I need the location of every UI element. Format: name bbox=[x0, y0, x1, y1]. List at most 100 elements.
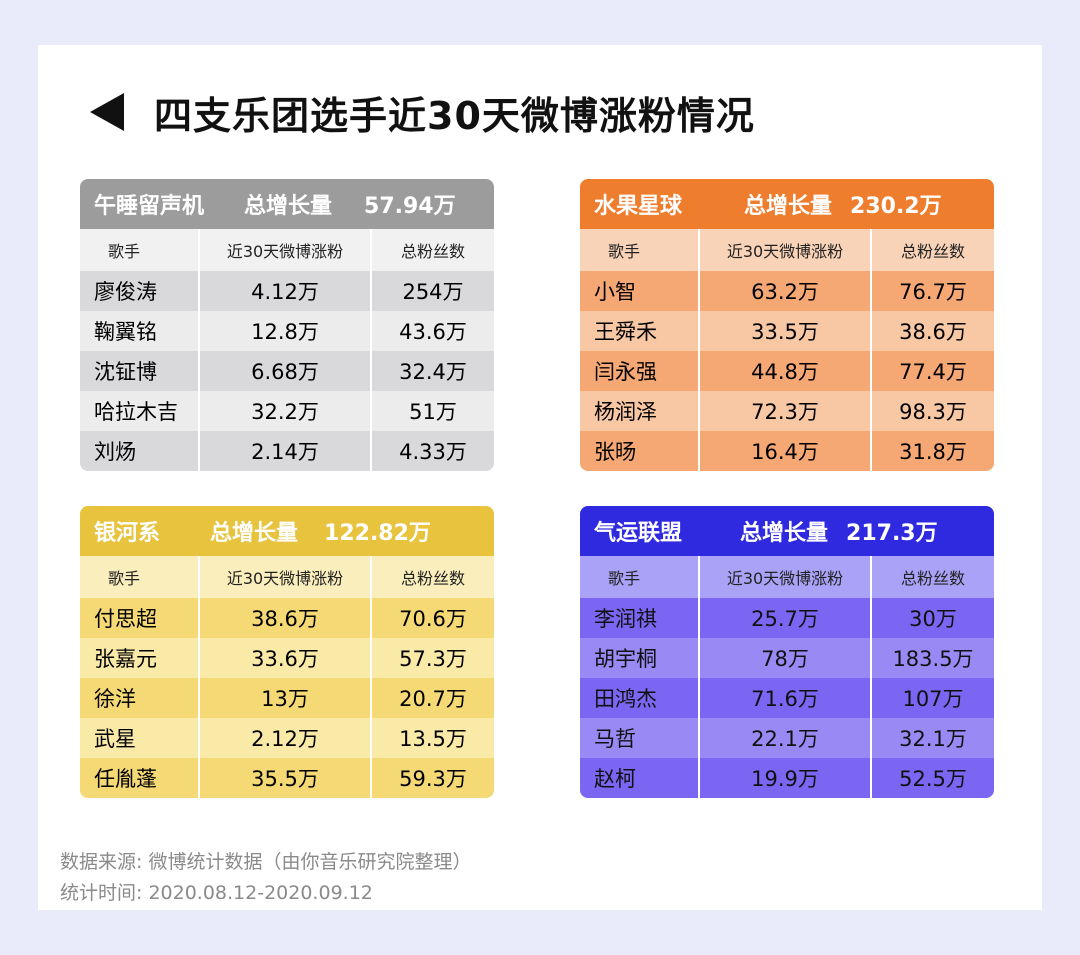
singer-name: 武星 bbox=[94, 727, 136, 751]
col-total-fans: 总粉丝数 bbox=[370, 556, 494, 598]
footer-source: 数据来源: 微博统计数据（由你音乐研究院整理） bbox=[60, 851, 472, 873]
singer-name: 闫永强 bbox=[594, 360, 657, 384]
band-table-shuiguo: 水果星球 总增长量 230.2万 歌手 近30天微博涨粉 总粉丝数 小智 63.2… bbox=[580, 179, 994, 471]
singer-name: 沈钲博 bbox=[94, 360, 157, 384]
band-table-yinhexi: 银河系 总增长量 122.82万 歌手 近30天微博涨粉 总粉丝数 付思超 38.… bbox=[80, 506, 494, 798]
total-value: 57.94万 bbox=[364, 194, 456, 219]
growth-value: 6.68万 bbox=[198, 351, 370, 391]
singer-name: 胡宇桐 bbox=[594, 647, 657, 671]
singer-name: 李润祺 bbox=[594, 607, 657, 631]
fans-value: 76.7万 bbox=[870, 271, 994, 311]
total-label: 总增长量 bbox=[740, 521, 829, 546]
fans-value: 13.5万 bbox=[370, 718, 494, 758]
col-singer: 歌手 bbox=[608, 242, 641, 261]
band-table-wushui: 午睡留声机 总增长量 57.94万 歌手 近30天微博涨粉 总粉丝数 廖俊涛 4.… bbox=[80, 179, 494, 471]
singer-name: 任胤蓬 bbox=[94, 767, 157, 791]
col-total-fans: 总粉丝数 bbox=[870, 556, 994, 598]
col-singer: 歌手 bbox=[108, 242, 141, 261]
table-row: 鞠翼铭 12.8万 43.6万 bbox=[80, 311, 494, 351]
growth-value: 12.8万 bbox=[198, 311, 370, 351]
column-header-row: 歌手 近30天微博涨粉 总粉丝数 bbox=[580, 556, 994, 598]
growth-value: 78万 bbox=[698, 638, 870, 678]
singer-name: 杨润泽 bbox=[594, 400, 657, 424]
band-header: 银河系 总增长量 122.82万 bbox=[80, 506, 494, 556]
fans-value: 57.3万 bbox=[370, 638, 494, 678]
table-row: 沈钲博 6.68万 32.4万 bbox=[80, 351, 494, 391]
fans-value: 31.8万 bbox=[870, 431, 994, 471]
singer-name: 田鸿杰 bbox=[594, 687, 657, 711]
singer-name: 马哲 bbox=[594, 727, 636, 751]
fans-value: 59.3万 bbox=[370, 758, 494, 798]
table-row: 哈拉木吉 32.2万 51万 bbox=[80, 391, 494, 431]
growth-value: 16.4万 bbox=[698, 431, 870, 471]
growth-value: 2.12万 bbox=[198, 718, 370, 758]
col-growth: 近30天微博涨粉 bbox=[198, 556, 370, 598]
total-value: 230.2万 bbox=[850, 194, 942, 219]
page-title-block: 四支乐团选手近30天微博涨粉情况 bbox=[90, 84, 755, 140]
column-header-row: 歌手 近30天微博涨粉 总粉丝数 bbox=[80, 556, 494, 598]
table-row: 徐洋 13万 20.7万 bbox=[80, 678, 494, 718]
page-title: 四支乐团选手近30天微博涨粉情况 bbox=[154, 93, 755, 138]
growth-value: 35.5万 bbox=[198, 758, 370, 798]
singer-name: 刘炀 bbox=[94, 440, 136, 464]
table-row: 杨润泽 72.3万 98.3万 bbox=[580, 391, 994, 431]
fans-value: 98.3万 bbox=[870, 391, 994, 431]
growth-value: 63.2万 bbox=[698, 271, 870, 311]
fans-value: 38.6万 bbox=[870, 311, 994, 351]
table-row: 马哲 22.1万 32.1万 bbox=[580, 718, 994, 758]
growth-value: 25.7万 bbox=[698, 598, 870, 638]
growth-value: 72.3万 bbox=[698, 391, 870, 431]
singer-name: 徐洋 bbox=[94, 687, 136, 711]
fans-value: 4.33万 bbox=[370, 431, 494, 471]
table-row: 赵柯 19.9万 52.5万 bbox=[580, 758, 994, 798]
col-singer: 歌手 bbox=[108, 569, 141, 588]
table-row: 付思超 38.6万 70.6万 bbox=[80, 598, 494, 638]
growth-value: 4.12万 bbox=[198, 271, 370, 311]
table-row: 田鸿杰 71.6万 107万 bbox=[580, 678, 994, 718]
table-row: 廖俊涛 4.12万 254万 bbox=[80, 271, 494, 311]
singer-name: 张嘉元 bbox=[94, 647, 157, 671]
table-row: 小智 63.2万 76.7万 bbox=[580, 271, 994, 311]
footer-period: 统计时间: 2020.08.12-2020.09.12 bbox=[60, 882, 373, 904]
fans-value: 70.6万 bbox=[370, 598, 494, 638]
growth-value: 33.5万 bbox=[698, 311, 870, 351]
table-row: 胡宇桐 78万 183.5万 bbox=[580, 638, 994, 678]
band-header: 午睡留声机 总增长量 57.94万 bbox=[80, 179, 494, 229]
growth-value: 13万 bbox=[198, 678, 370, 718]
fans-value: 254万 bbox=[370, 271, 494, 311]
table-row: 任胤蓬 35.5万 59.3万 bbox=[80, 758, 494, 798]
table-row: 闫永强 44.8万 77.4万 bbox=[580, 351, 994, 391]
growth-value: 2.14万 bbox=[198, 431, 370, 471]
table-row: 张旸 16.4万 31.8万 bbox=[580, 431, 994, 471]
fans-value: 32.4万 bbox=[370, 351, 494, 391]
total-label: 总增长量 bbox=[210, 521, 299, 546]
singer-name: 赵柯 bbox=[594, 767, 636, 791]
col-growth: 近30天微博涨粉 bbox=[198, 229, 370, 271]
col-singer: 歌手 bbox=[608, 569, 641, 588]
singer-name: 张旸 bbox=[594, 440, 636, 464]
band-name: 银河系 bbox=[94, 521, 161, 546]
fans-value: 20.7万 bbox=[370, 678, 494, 718]
fans-value: 77.4万 bbox=[870, 351, 994, 391]
singer-name: 小智 bbox=[594, 280, 636, 304]
col-total-fans: 总粉丝数 bbox=[870, 229, 994, 271]
growth-value: 32.2万 bbox=[198, 391, 370, 431]
band-name: 水果星球 bbox=[594, 194, 683, 219]
growth-value: 38.6万 bbox=[198, 598, 370, 638]
column-header-row: 歌手 近30天微博涨粉 总粉丝数 bbox=[580, 229, 994, 271]
fans-value: 107万 bbox=[870, 678, 994, 718]
band-header: 水果星球 总增长量 230.2万 bbox=[580, 179, 994, 229]
total-value: 217.3万 bbox=[846, 521, 938, 546]
band-header: 气运联盟 总增长量 217.3万 bbox=[580, 506, 994, 556]
fans-value: 30万 bbox=[870, 598, 994, 638]
singer-name: 王舜禾 bbox=[594, 320, 657, 344]
singer-name: 鞠翼铭 bbox=[94, 320, 157, 344]
band-table-qiyun: 气运联盟 总增长量 217.3万 歌手 近30天微博涨粉 总粉丝数 李润祺 25.… bbox=[580, 506, 994, 798]
table-row: 武星 2.12万 13.5万 bbox=[80, 718, 494, 758]
growth-value: 33.6万 bbox=[198, 638, 370, 678]
table-row: 刘炀 2.14万 4.33万 bbox=[80, 431, 494, 471]
table-row: 王舜禾 33.5万 38.6万 bbox=[580, 311, 994, 351]
singer-name: 付思超 bbox=[94, 607, 157, 631]
col-growth: 近30天微博涨粉 bbox=[698, 556, 870, 598]
fans-value: 183.5万 bbox=[870, 638, 994, 678]
